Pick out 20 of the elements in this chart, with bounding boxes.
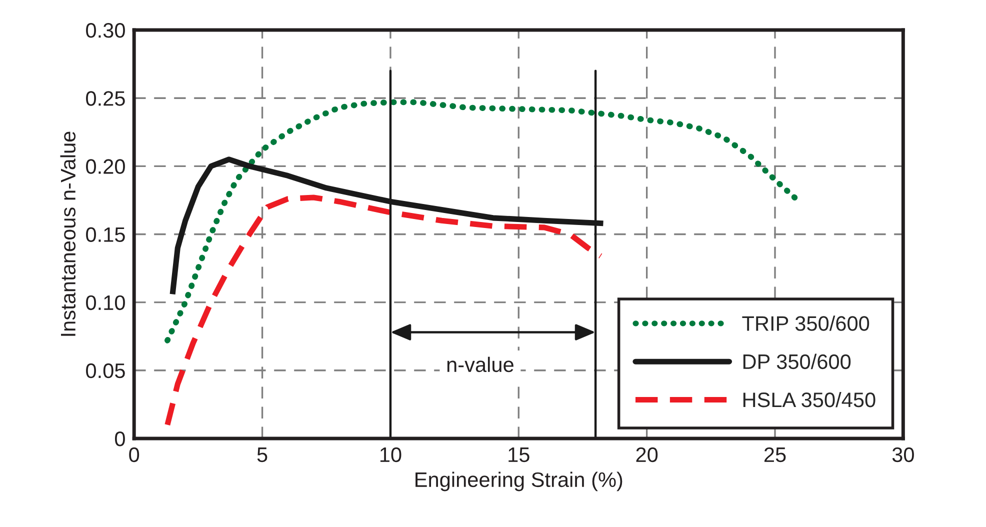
legend-label: TRIP 350/600 — [742, 316, 870, 331]
legend-label: HSLA 350/450 — [743, 392, 876, 408]
y-tick-label: 0.20 — [86, 159, 125, 174]
x-tick-label: 30 — [892, 447, 914, 462]
y-axis-title: Instantaneous n-Value — [60, 132, 76, 336]
x-tick-label: 10 — [380, 447, 402, 462]
x-tick-label: 15 — [508, 448, 530, 462]
y-tick-label: 0.25 — [86, 91, 125, 106]
y-tick-label: 0 — [114, 431, 125, 446]
y-tick-label: 0.05 — [86, 363, 125, 378]
y-tick-label: 0.10 — [86, 295, 125, 310]
x-tick-label: 5 — [257, 448, 268, 462]
y-tick-label: 0.30 — [86, 23, 125, 38]
x-tick-label: 25 — [764, 447, 786, 462]
legend-label: DP 350/600 — [743, 354, 851, 370]
annotation: n-value — [447, 356, 514, 372]
x-axis-title: Engineering Strain (%) — [416, 472, 622, 492]
x-tick-label: 20 — [636, 447, 658, 462]
y-tick-label: 0.15 — [86, 227, 125, 242]
x-tick-label: 0 — [129, 447, 140, 462]
